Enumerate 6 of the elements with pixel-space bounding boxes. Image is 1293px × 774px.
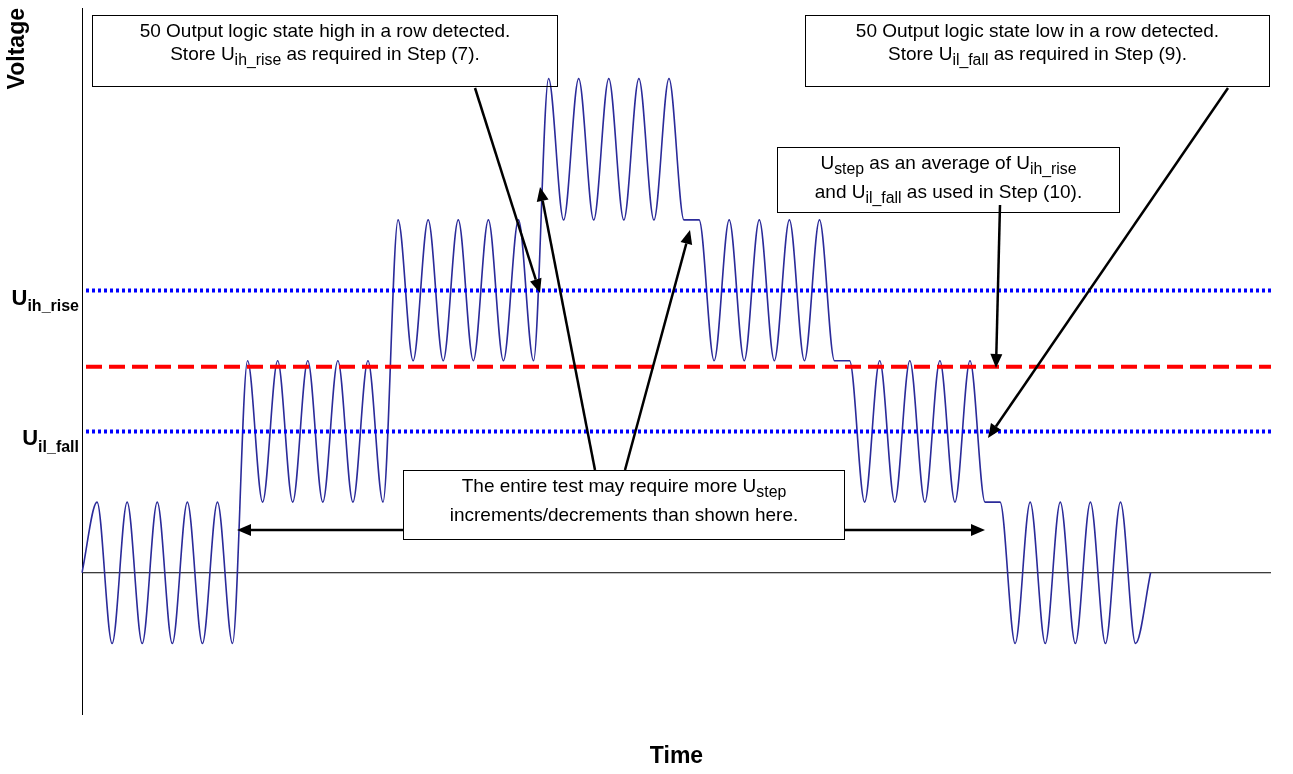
y-axis-title: Voltage [3, 8, 30, 90]
annotation: The entire test may require more U$_{step}$ increments/decrements than shown here. [403, 470, 845, 540]
text: U$_{step}$ as an average of U$_{ih_rise}$ and U$_{il_fall}$ as used in Step (10). [814, 152, 1083, 206]
x-axis-title: Time [649, 741, 704, 768]
text: 50 Output logic state low in a row detected. Store U$_{il_fall}$ as required in Step (9). [805, 15, 1270, 87]
text: 50 Output logic state high in a row detected. Store U$_{ih_rise}$ as required in Step (7). [92, 15, 558, 87]
